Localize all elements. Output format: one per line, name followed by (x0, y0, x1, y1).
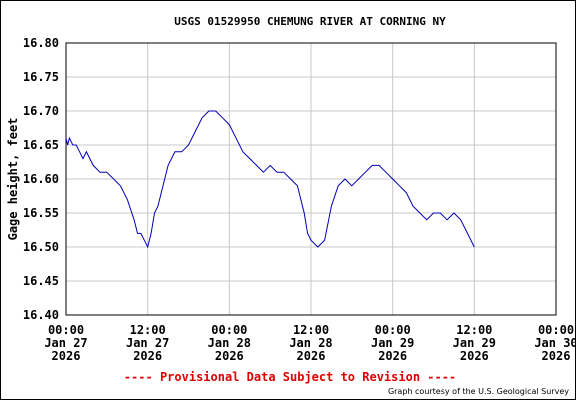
x-tick-label: Jan 29 (453, 336, 496, 350)
y-tick-label: 16.75 (23, 70, 59, 84)
y-axis-ticks: 16.80 16.75 16.70 16.65 16.60 16.55 16.50 16.45… (23, 36, 59, 322)
y-tick-label: 16.70 (23, 104, 59, 118)
x-tick-label: 2026 (215, 349, 244, 363)
x-tick-label: 12:00 (456, 323, 492, 337)
x-tick-label: 00:00 (538, 323, 574, 337)
x-tick-label: 00:00 (48, 323, 84, 337)
graph-courtesy-credit: Graph courtesy of the U.S. Geological Su… (388, 387, 569, 396)
y-tick-label: 16.60 (23, 172, 59, 186)
y-tick-label: 16.80 (23, 36, 59, 50)
plot-area-border (65, 42, 557, 316)
provisional-data-notice: ---- Provisional Data Subject to Revisio… (124, 370, 456, 384)
x-tick-label: 12:00 (130, 323, 166, 337)
x-tick-label: Jan 27 (44, 336, 87, 350)
x-tick-label: 2026 (133, 349, 162, 363)
gage-height-series-line (65, 110, 475, 249)
x-tick-label: 2026 (460, 349, 489, 363)
x-tick-label: 2026 (378, 349, 407, 363)
y-tick-label: 16.65 (23, 138, 59, 152)
x-tick-label: 2026 (52, 349, 81, 363)
x-tick-label: Jan 27 (126, 336, 169, 350)
y-tick-label: 16.45 (23, 274, 59, 288)
x-tick-label: 2026 (542, 349, 571, 363)
x-tick-label: 12:00 (293, 323, 329, 337)
x-tick-label: 00:00 (375, 323, 411, 337)
x-tick-label: 00:00 (211, 323, 247, 337)
y-tick-label: 16.40 (23, 308, 59, 322)
y-axis-label: Gage height, feet (6, 118, 20, 241)
x-tick-label: Jan 30 (534, 336, 576, 350)
x-tick-label: Jan 28 (208, 336, 251, 350)
x-tick-label: Jan 28 (289, 336, 332, 350)
y-tick-label: 16.55 (23, 206, 59, 220)
chart-title: USGS 01529950 CHEMUNG RIVER AT CORNING N… (174, 15, 446, 28)
x-tick-label: 2026 (297, 349, 326, 363)
grid-lines (65, 42, 557, 316)
x-tick-label: Jan 29 (371, 336, 414, 350)
y-tick-label: 16.50 (23, 240, 59, 254)
